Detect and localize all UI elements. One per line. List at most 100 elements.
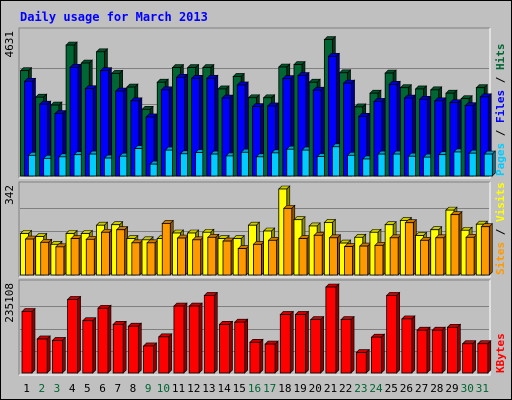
bar-side-kbytes xyxy=(411,315,416,374)
bar-kbytes-day-12 xyxy=(188,305,200,374)
bar-sites-day-30 xyxy=(465,236,475,276)
bar-side-kbytes xyxy=(320,315,324,374)
x-tick-label: 19 xyxy=(293,382,306,395)
bar-kbytes-day-9 xyxy=(143,345,154,374)
bar-sites-day-25 xyxy=(389,237,399,276)
legend-item-kbytes: KBytes xyxy=(494,333,507,373)
bar-sites-day-1 xyxy=(25,238,34,276)
bar-side-pages xyxy=(492,150,496,177)
x-tick-label: 29 xyxy=(445,382,458,395)
bar-sites-day-10 xyxy=(161,223,171,276)
legend-separator: / xyxy=(494,70,507,90)
bar-kbytes-day-27 xyxy=(416,329,428,374)
bar-kbytes-day-25 xyxy=(386,295,398,374)
bar-kbytes-day-11 xyxy=(173,305,185,374)
bar-side-kbytes xyxy=(62,336,66,374)
panel-kbytes: 235108 KBytes xyxy=(3,279,507,376)
bar-kbytes-day-16 xyxy=(249,341,261,374)
legend-item-pages: Pages xyxy=(494,143,507,176)
bar-sites-day-19 xyxy=(298,238,308,276)
bar-kbytes-day-29 xyxy=(447,326,458,374)
bar-kbytes-day-13 xyxy=(203,295,215,374)
bar-side-sites xyxy=(489,222,493,276)
bar-sites-day-11 xyxy=(177,237,186,276)
legend-item-hits: Hits xyxy=(494,44,507,71)
x-tick-label: 20 xyxy=(309,382,322,395)
bar-side-kbytes xyxy=(335,283,340,374)
bar-sites-day-18 xyxy=(283,207,293,276)
bar-side-kbytes xyxy=(365,348,370,374)
legend-item-visits: Visits xyxy=(494,182,507,222)
bar-sites-day-26 xyxy=(404,222,414,276)
x-tick-label: 11 xyxy=(172,382,185,395)
bar-side-kbytes xyxy=(441,326,446,374)
x-tick-label: 22 xyxy=(339,382,352,395)
x-tick-label: 17 xyxy=(263,382,276,395)
axis-max-label: 4631 xyxy=(3,31,16,58)
panel-bevel-light xyxy=(19,280,491,376)
x-tick-label: 18 xyxy=(278,382,291,395)
bar-sites-day-20 xyxy=(313,234,323,276)
bar-kbytes-day-31 xyxy=(477,343,489,374)
bar-sites-day-29 xyxy=(450,214,460,276)
panel-bevel-dark xyxy=(18,27,490,178)
bar-side-kbytes xyxy=(77,295,81,374)
x-tick-label: 12 xyxy=(187,382,200,395)
bar-side-kbytes xyxy=(107,304,112,374)
x-tick-label: 24 xyxy=(369,382,383,395)
bar-side-kbytes xyxy=(457,323,461,374)
x-tick-label: 10 xyxy=(157,382,170,395)
bar-kbytes-day-30 xyxy=(462,343,474,374)
x-tick-label: 21 xyxy=(324,382,337,395)
bar-side-kbytes xyxy=(259,338,264,374)
bar-kbytes-day-1 xyxy=(21,311,33,374)
x-tick-label: 5 xyxy=(84,382,91,395)
bar-kbytes-day-24 xyxy=(371,336,382,374)
x-tick-label: 7 xyxy=(114,382,121,395)
bar-sites-day-28 xyxy=(435,237,445,276)
bar-sites-day-7 xyxy=(116,229,126,276)
bar-kbytes-day-10 xyxy=(158,336,170,374)
x-tick-label: 2 xyxy=(38,382,45,395)
x-tick-label: 15 xyxy=(233,382,246,395)
bar-sites-day-5 xyxy=(85,238,95,276)
bar-kbytes-day-17 xyxy=(264,343,276,374)
bar-sites-day-9 xyxy=(146,242,156,276)
bar-side-kbytes xyxy=(289,310,294,374)
panel-visits_sites: 342 Sites / Visits xyxy=(3,181,507,278)
panel-hits_files_pages: 4631 Pages / Files / Hits xyxy=(3,27,507,179)
panel-bevel-dark xyxy=(18,279,490,375)
legend-item-sites: Sites xyxy=(494,242,507,275)
bar-side-kbytes xyxy=(31,307,36,374)
x-tick-label: 13 xyxy=(202,382,215,395)
bar-side-kbytes xyxy=(396,291,400,374)
bar-sites-day-16 xyxy=(253,243,262,276)
bar-side-kbytes xyxy=(183,302,188,374)
bar-kbytes-day-6 xyxy=(97,307,109,374)
bar-kbytes-day-3 xyxy=(51,340,63,374)
bar-sites-day-3 xyxy=(55,246,65,276)
bar-side-kbytes xyxy=(305,310,309,374)
legend-visits_sites: Sites / Visits xyxy=(494,182,507,275)
bar-kbytes-day-19 xyxy=(295,314,306,374)
bar-sites-day-22 xyxy=(344,246,353,276)
bar-kbytes-day-14 xyxy=(219,323,230,374)
bar-kbytes-day-8 xyxy=(127,325,139,374)
legend-kbytes: KBytes xyxy=(494,333,507,373)
bar-side-kbytes xyxy=(214,291,218,374)
legend-separator: / xyxy=(494,123,507,143)
bar-side-kbytes xyxy=(198,302,203,374)
bar-kbytes-day-26 xyxy=(401,318,413,374)
bar-sites-day-15 xyxy=(237,248,247,276)
bar-kbytes-day-18 xyxy=(279,314,291,374)
x-tick-label: 14 xyxy=(217,382,231,395)
bar-pages-day-31 xyxy=(483,153,493,177)
axis-max-label: 235108 xyxy=(3,283,16,323)
x-tick-label: 9 xyxy=(145,382,152,395)
bar-sites-day-24 xyxy=(374,244,384,276)
bar-sites-day-12 xyxy=(192,239,202,276)
bar-kbytes-day-23 xyxy=(355,352,367,374)
bar-side-kbytes xyxy=(274,340,279,374)
bar-kbytes-day-5 xyxy=(82,320,94,374)
